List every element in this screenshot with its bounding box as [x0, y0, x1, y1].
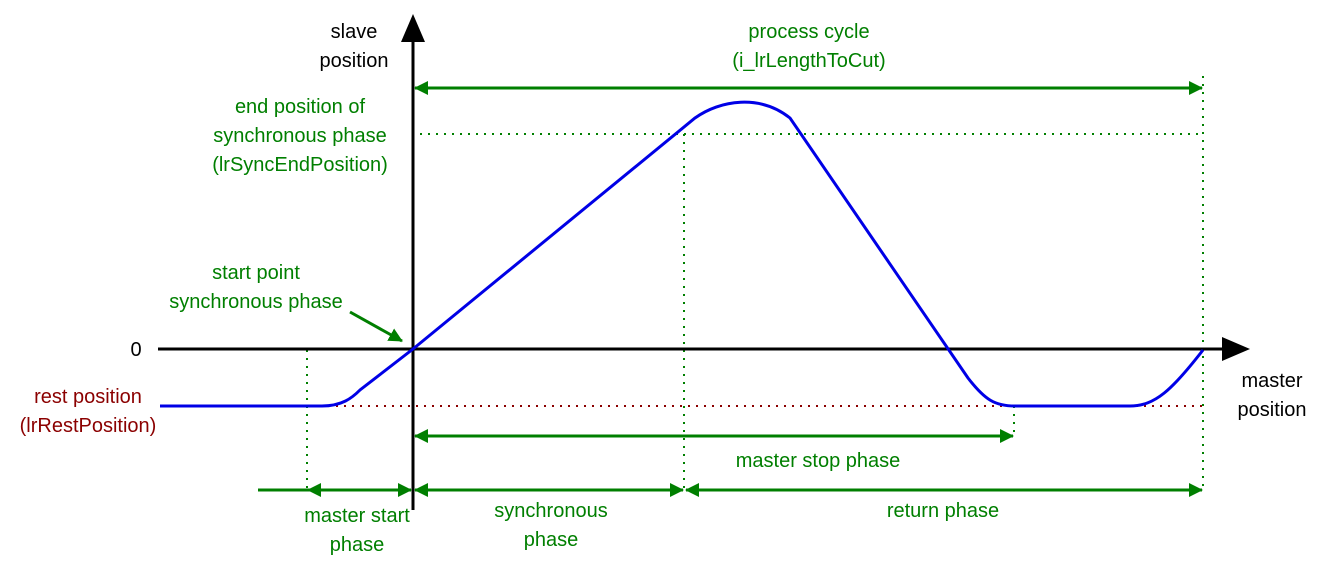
zero-label: 0 [130, 339, 141, 361]
annotation-labels: process cycle (i_lrLengthToCut) end posi… [169, 21, 999, 556]
x-axis-arrowhead [1222, 337, 1250, 361]
y-axis-label-line1: slave [331, 21, 378, 43]
rest-position-label-line1: rest position [34, 386, 142, 408]
synchronous-phase-label-line1: synchronous [494, 500, 607, 522]
end-position-label-line1: end position of [235, 96, 366, 118]
x-axis-label-line1: master [1241, 370, 1302, 392]
rest-position-label-line2: (lrRestPosition) [20, 415, 157, 437]
synchronous-phase-label-line2: phase [524, 529, 579, 551]
guide-lines [160, 76, 1204, 492]
start-point-label-line2: synchronous phase [169, 291, 342, 313]
master-stop-phase-label: master stop phase [736, 450, 901, 472]
start-point-label-line1: start point [212, 262, 300, 284]
end-position-label-line2: synchronous phase [213, 125, 386, 147]
rest-position-labels: rest position (lrRestPosition) [20, 386, 157, 437]
start-point-pointer-arrow [349, 310, 403, 343]
dimension-arrows [258, 81, 1203, 497]
process-cycle-label-line2: (i_lrLengthToCut) [732, 50, 885, 72]
process-cycle-label-line1: process cycle [748, 21, 869, 43]
slave-position-curve [160, 100, 1205, 408]
axes [158, 14, 1250, 510]
return-phase-label: return phase [887, 500, 999, 522]
y-axis-label-line2: position [320, 50, 389, 72]
y-axis-arrowhead [401, 14, 425, 42]
master-start-phase-label-line1: master start [304, 505, 410, 527]
master-start-phase-label-line2: phase [330, 534, 385, 556]
end-position-label-line3: (lrSyncEndPosition) [212, 154, 388, 176]
x-axis-label-line2: position [1238, 399, 1307, 421]
